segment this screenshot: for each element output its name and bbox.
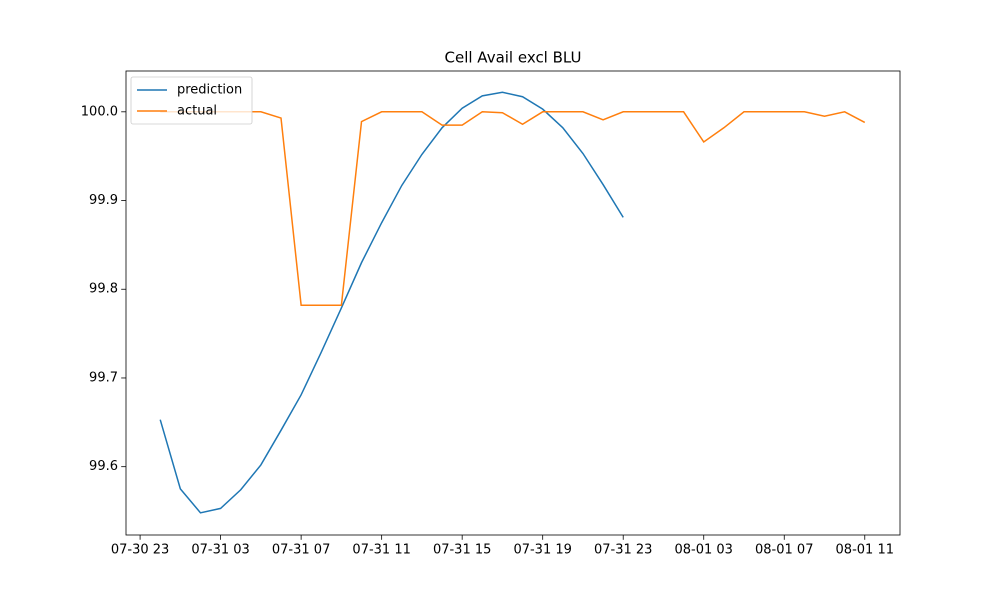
y-tick-label: 99.9 — [89, 193, 118, 208]
y-tick-label: 99.7 — [89, 370, 118, 385]
x-tick-label: 07-30 23 — [111, 543, 169, 558]
x-tick-label: 08-01 03 — [675, 543, 733, 558]
series-line — [159, 91, 624, 514]
series-line — [160, 111, 866, 306]
x-tick-label: 07-31 11 — [352, 543, 410, 558]
legend-label: actual — [177, 104, 217, 119]
chart-title: Cell Avail excl BLU — [445, 49, 582, 67]
x-tick-label: 07-31 23 — [594, 543, 652, 558]
x-tick-label: 07-31 19 — [513, 543, 571, 558]
y-tick-label: 100.0 — [81, 104, 118, 119]
legend-box — [130, 76, 253, 125]
x-tick-label: 07-31 15 — [433, 543, 491, 558]
x-tick-label: 08-01 11 — [836, 543, 894, 558]
legend-label: prediction — [177, 83, 242, 98]
x-tick-label: 07-31 07 — [272, 543, 330, 558]
plot-frame — [125, 70, 901, 536]
x-tick-label: 08-01 07 — [755, 543, 813, 558]
x-tick-label: 07-31 03 — [191, 543, 249, 558]
y-tick-label: 99.6 — [89, 459, 118, 474]
y-tick-label: 99.8 — [89, 282, 118, 297]
